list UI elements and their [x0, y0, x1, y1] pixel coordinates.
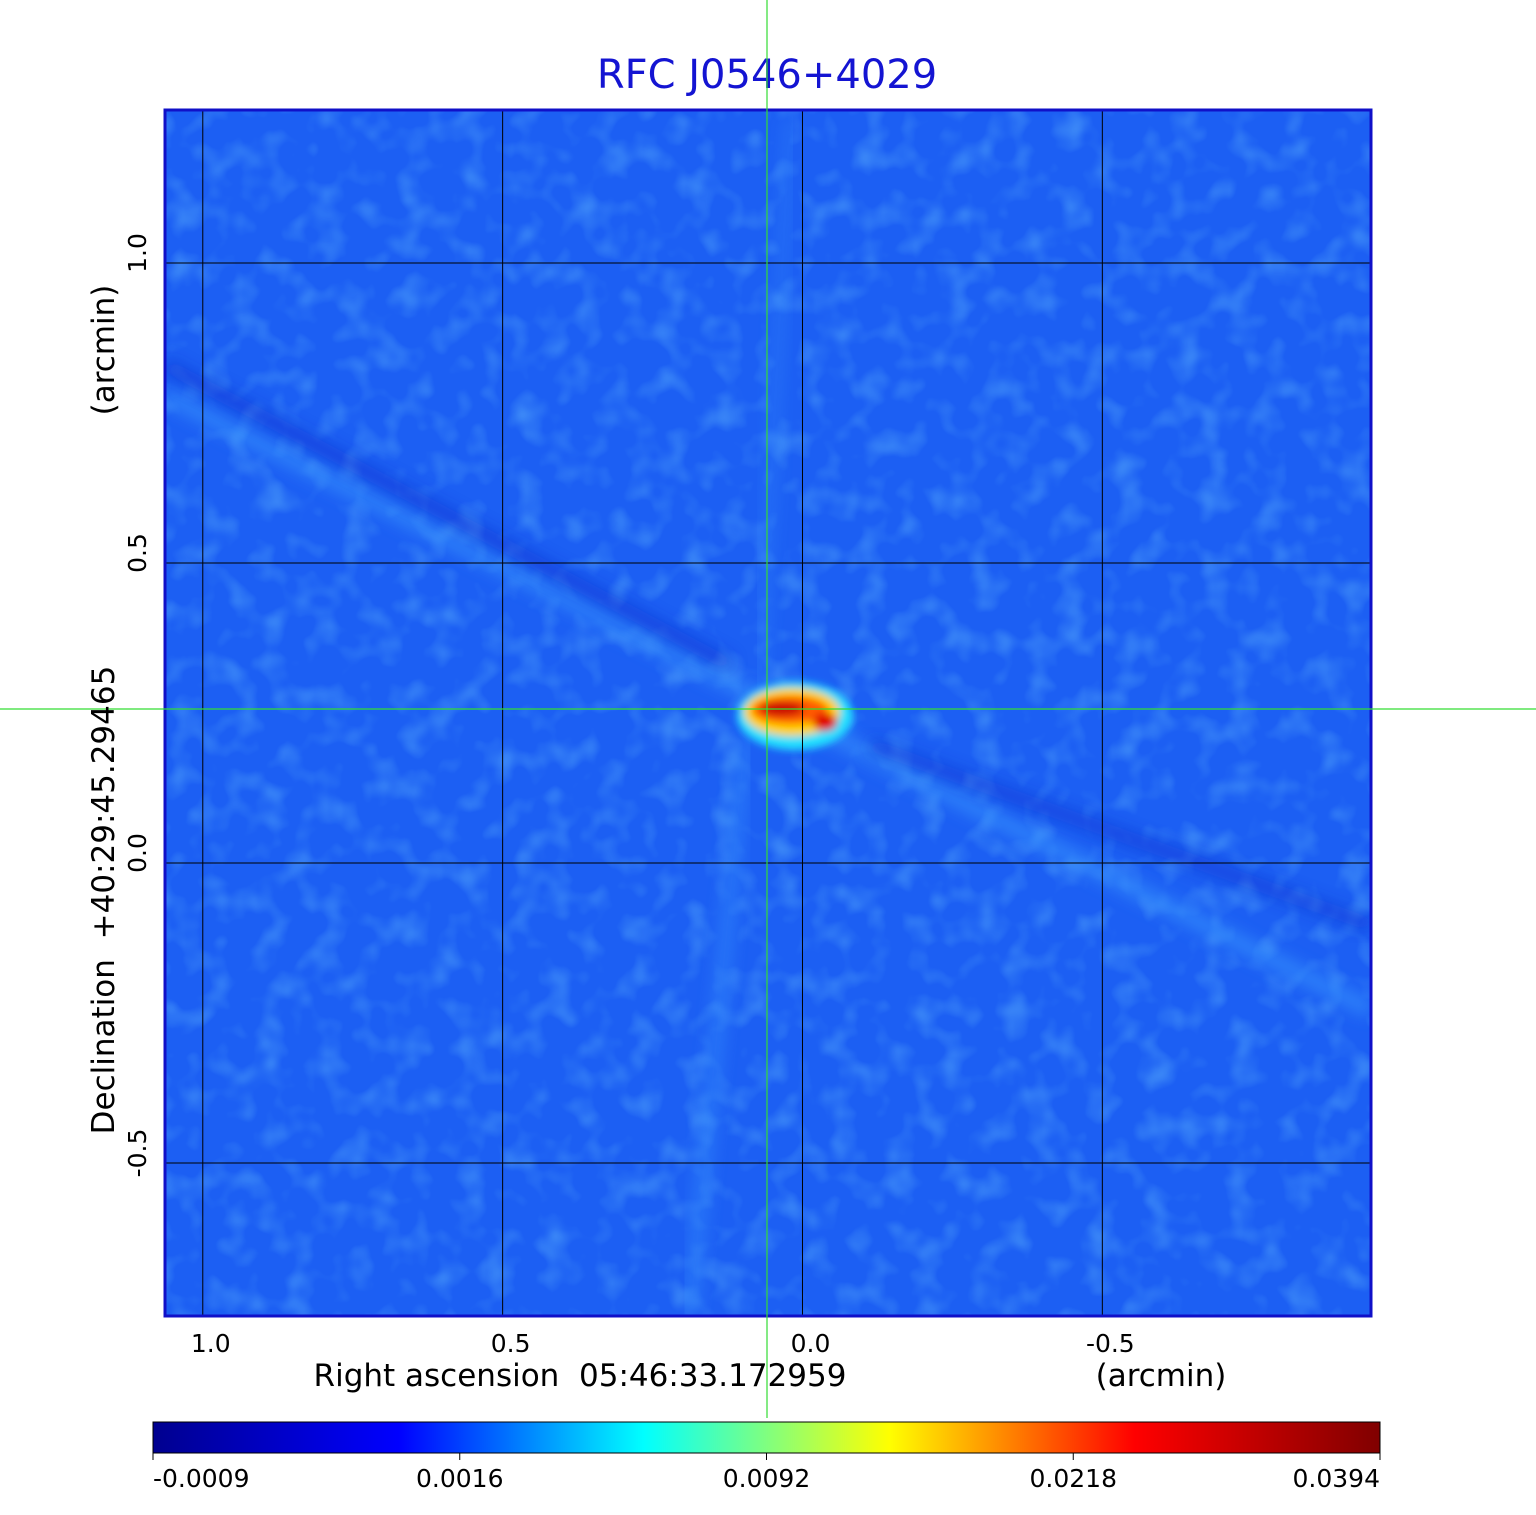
- y-tick-label: 0.0: [123, 833, 152, 873]
- x-tick-label: 0.0: [791, 1329, 831, 1358]
- y-tick-label: 0.5: [123, 533, 152, 573]
- y-axis-unit: (arcmin): [86, 285, 122, 416]
- image-map: [165, 110, 1371, 1316]
- grid: [165, 110, 1371, 1316]
- colorbar-tick-label: 0.0092: [723, 1464, 810, 1493]
- colorbar-tick-label: 0.0016: [416, 1464, 503, 1493]
- x-tick-label: 0.5: [491, 1329, 531, 1358]
- plot-frame: [163, 108, 1373, 1318]
- y-tick-label: -0.5: [123, 1129, 152, 1178]
- colorbar-tick-label: -0.0009: [153, 1464, 250, 1493]
- colorbar-tick-label: 0.0394: [1293, 1464, 1380, 1493]
- x-tick-label: 1.0: [191, 1329, 231, 1358]
- colorbar-tick-label: 0.0218: [1030, 1464, 1117, 1493]
- x-tick-label: -0.5: [1086, 1329, 1135, 1358]
- colorbar: [152, 1421, 1381, 1454]
- x-axis-unit: (arcmin): [1096, 1358, 1227, 1394]
- y-axis-label: Declination +40:29:45.29465: [86, 666, 122, 1135]
- x-axis-label: Right ascension 05:46:33.172959: [314, 1358, 847, 1394]
- y-tick-label: 1.0: [123, 233, 152, 273]
